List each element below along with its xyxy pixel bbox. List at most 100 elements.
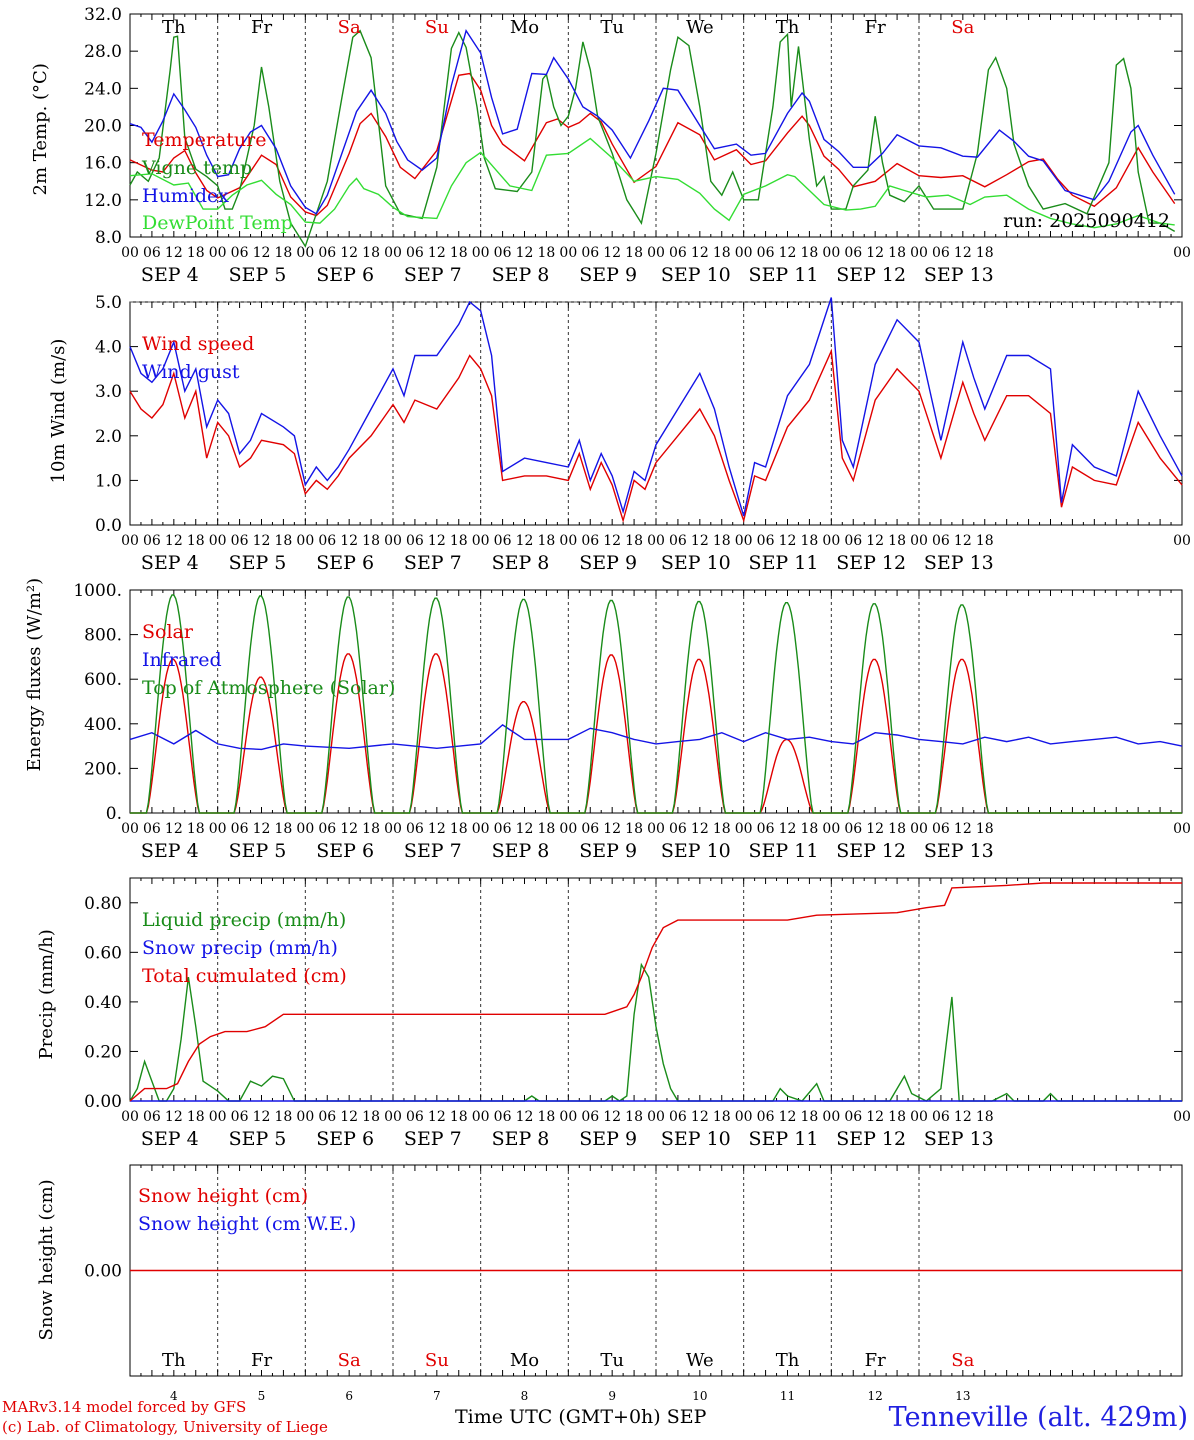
date-label: SEP 9 xyxy=(579,264,637,286)
date-label: SEP 6 xyxy=(316,1128,374,1150)
hour-tick-label: 06 xyxy=(932,1109,950,1125)
hour-tick-label: 18 xyxy=(362,821,380,837)
hour-tick-label: 06 xyxy=(494,821,512,837)
hour-tick-label: 12 xyxy=(691,821,709,837)
legend-entry: Temperature xyxy=(142,129,266,151)
hour-tick-label: 00 xyxy=(296,245,314,261)
legend-entry: Total cumulated (cm) xyxy=(142,965,347,987)
hour-tick-label: 00 xyxy=(559,821,577,837)
y-tick-label: 20.0 xyxy=(84,117,122,137)
series-line xyxy=(129,348,1183,524)
panel-energy xyxy=(129,589,1183,814)
y-tick-label: 400. xyxy=(84,715,122,735)
hour-tick-label: 00 xyxy=(910,533,928,549)
weekday-label: Mo xyxy=(510,1350,539,1371)
y-tick-label: 16.0 xyxy=(84,154,122,174)
hour-tick-label: 06 xyxy=(494,1109,512,1125)
y-tick-label: 0.80 xyxy=(84,894,122,914)
hour-tick-label: 18 xyxy=(713,533,731,549)
hour-tick-label: 12 xyxy=(779,245,797,261)
date-label: SEP 13 xyxy=(924,552,994,574)
hour-tick-label: 06 xyxy=(406,245,424,261)
date-label: SEP 6 xyxy=(316,840,374,862)
date-label: SEP 7 xyxy=(404,552,462,574)
hour-tick-label: 00 xyxy=(647,1109,665,1125)
hour-tick-label: 12 xyxy=(603,533,621,549)
hour-tick-label: 06 xyxy=(318,245,336,261)
hour-tick-label: 00 xyxy=(910,1109,928,1125)
station-name: Tenneville (alt. 429m) xyxy=(888,1402,1188,1433)
y-tick-label: 1.0 xyxy=(95,471,122,491)
y-tick-label: 0.20 xyxy=(84,1042,122,1062)
date-label: SEP 7 xyxy=(404,1128,462,1150)
y-tick-label: 0.60 xyxy=(84,943,122,963)
hour-tick-label: 00 xyxy=(1173,821,1191,837)
plot-frame xyxy=(129,13,1183,238)
legend-entry: Wind gust xyxy=(142,361,240,383)
date-label: SEP 9 xyxy=(579,1128,637,1150)
hour-tick-label: 00 xyxy=(209,245,227,261)
date-label: SEP 11 xyxy=(749,552,819,574)
legend-entry: Solar xyxy=(142,621,194,643)
hour-tick-label: 00 xyxy=(735,245,753,261)
hour-tick-label: 18 xyxy=(888,245,906,261)
date-label: SEP 13 xyxy=(924,840,994,862)
month-label: SEP xyxy=(666,1406,707,1428)
hour-tick-label: 12 xyxy=(253,245,271,261)
hour-tick-label: 12 xyxy=(340,1109,358,1125)
hour-tick-label: 06 xyxy=(231,533,249,549)
date-label: SEP 11 xyxy=(749,1128,819,1150)
series-line xyxy=(129,29,1176,215)
hour-tick-label: 12 xyxy=(516,245,534,261)
hour-tick-label: 00 xyxy=(121,245,139,261)
hour-tick-label: 12 xyxy=(428,821,446,837)
date-label: SEP 6 xyxy=(316,552,374,574)
hour-tick-label: 18 xyxy=(713,821,731,837)
legend-entry: Top of Atmosphere (Solar) xyxy=(142,677,395,699)
hour-tick-label: 12 xyxy=(516,821,534,837)
hour-tick-label: 00 xyxy=(296,533,314,549)
hour-tick-label: 18 xyxy=(275,245,293,261)
hour-tick-label: 18 xyxy=(976,1109,994,1125)
hour-tick-label: 06 xyxy=(143,533,161,549)
hour-tick-label: 18 xyxy=(888,1109,906,1125)
hour-tick-label: 12 xyxy=(691,533,709,549)
hour-tick-label: 00 xyxy=(822,245,840,261)
weekday-label: Fr xyxy=(865,17,886,38)
date-label: SEP 8 xyxy=(492,552,550,574)
hour-tick-label: 18 xyxy=(801,245,819,261)
day-number-label: 5 xyxy=(258,1389,266,1403)
weekday-label: Su xyxy=(425,1350,449,1371)
hour-tick-label: 00 xyxy=(209,1109,227,1125)
y-axis-label: 10m Wind (m/s) xyxy=(48,339,69,484)
hour-tick-label: 06 xyxy=(669,533,687,549)
hour-tick-label: 18 xyxy=(187,245,205,261)
hour-tick-label: 06 xyxy=(143,821,161,837)
hour-tick-label: 18 xyxy=(538,533,556,549)
hour-tick-label: 00 xyxy=(472,245,490,261)
hour-tick-label: 12 xyxy=(165,1109,183,1125)
date-label: SEP 11 xyxy=(749,264,819,286)
series-line xyxy=(129,882,1182,1102)
hour-tick-label: 06 xyxy=(581,1109,599,1125)
hour-tick-label: 12 xyxy=(603,821,621,837)
hour-tick-label: 12 xyxy=(603,1109,621,1125)
hour-tick-label: 12 xyxy=(165,533,183,549)
hour-tick-label: 00 xyxy=(121,533,139,549)
y-tick-label: 0.0 xyxy=(95,516,122,536)
hour-tick-label: 18 xyxy=(976,821,994,837)
date-label: SEP 5 xyxy=(229,840,287,862)
hour-tick-label: 06 xyxy=(844,1109,862,1125)
hour-tick-label: 00 xyxy=(735,821,753,837)
hour-tick-label: 06 xyxy=(406,533,424,549)
weekday-label: Th xyxy=(776,17,800,38)
weekday-label: Sa xyxy=(338,1350,361,1371)
hour-tick-label: 18 xyxy=(538,245,556,261)
hour-tick-label: 00 xyxy=(472,821,490,837)
hour-tick-label: 12 xyxy=(954,533,972,549)
legend-entry: Humidex xyxy=(142,185,229,207)
hour-tick-label: 00 xyxy=(296,1109,314,1125)
y-tick-label: 0. xyxy=(106,804,122,824)
hour-tick-label: 06 xyxy=(669,1109,687,1125)
date-label: SEP 12 xyxy=(836,840,906,862)
